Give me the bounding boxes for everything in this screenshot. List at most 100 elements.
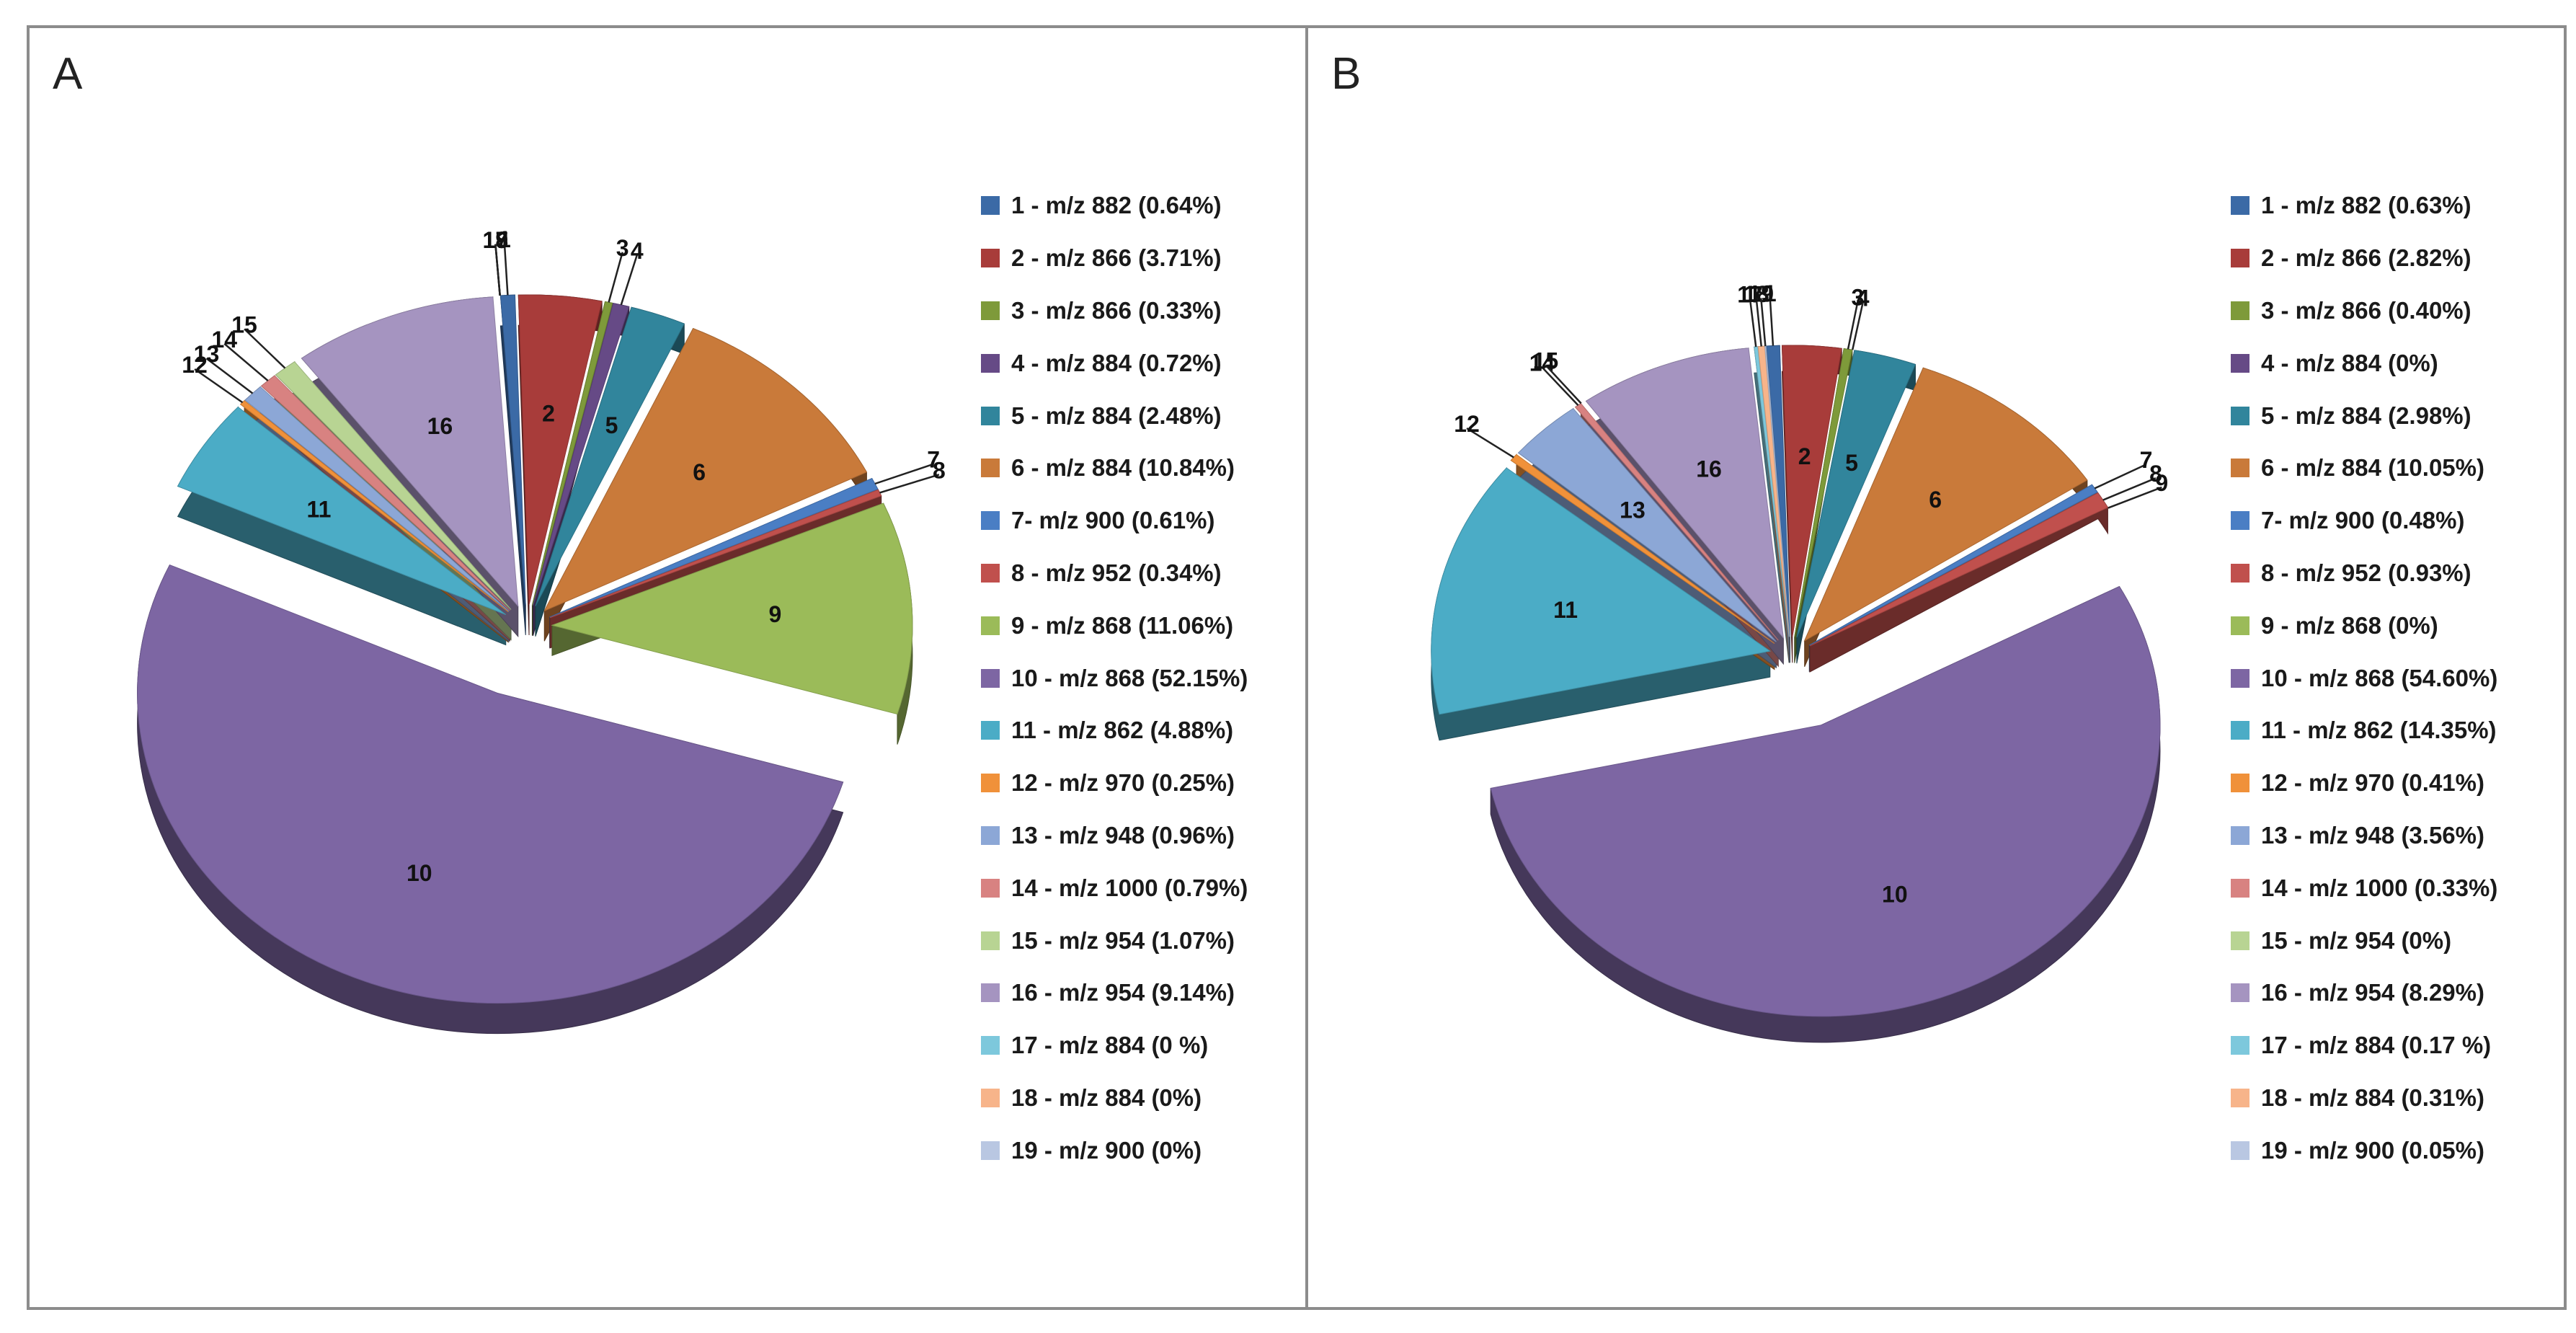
leader-line: [2094, 464, 2147, 490]
pie-slice: [531, 301, 613, 606]
legend-item: 4 - m/z 884 (0%): [2231, 337, 2497, 389]
legend-swatch: [981, 668, 1000, 688]
legend-label: 7- m/z 900 (0.48%): [2261, 507, 2465, 534]
legend-item: 1 - m/z 882 (0.64%): [981, 180, 1248, 232]
legend-swatch: [2231, 878, 2249, 898]
pie-slice: [549, 489, 882, 619]
pie-slice: [301, 296, 519, 608]
legend-swatch: [981, 249, 1000, 268]
legend-swatch: [2231, 563, 2249, 583]
legend-item: 4 - m/z 884 (0.72%): [981, 337, 1248, 389]
legend-label: 10 - m/z 868 (52.15%): [1011, 664, 1248, 691]
legend-swatch: [2231, 668, 2249, 688]
leader-line: [194, 368, 244, 404]
slice-label: 6: [693, 459, 706, 485]
slice-label: 13: [194, 341, 220, 367]
legend-item: 17 - m/z 884 (0.17 %): [2231, 1019, 2497, 1072]
legend-label: 16 - m/z 954 (9.14%): [1011, 979, 1235, 1006]
slice-label: 1: [1764, 280, 1777, 306]
legend-item: 19 - m/z 900 (0%): [981, 1124, 1248, 1177]
legend-label: 8 - m/z 952 (0.34%): [1011, 559, 1222, 586]
legend-label: 10 - m/z 868 (54.60%): [2261, 664, 2498, 691]
slice-label: 15: [1533, 347, 1559, 373]
leader-line: [503, 244, 509, 296]
legend-label: 3 - m/z 866 (0.33%): [1011, 296, 1222, 324]
legend-label: 16 - m/z 954 (8.29%): [2261, 979, 2484, 1006]
pie-slice: [1766, 345, 1790, 637]
legend-swatch: [2231, 1088, 2249, 1107]
legend-label: 4 - m/z 884 (0.72%): [1011, 349, 1222, 376]
legend-label: 1 - m/z 882 (0.63%): [2261, 192, 2471, 219]
legend-swatch: [981, 1141, 1000, 1160]
slice-label: 11: [1553, 597, 1578, 623]
legend-label: 6 - m/z 884 (10.84%): [1011, 454, 1235, 482]
legend-item: 10 - m/z 868 (52.15%): [981, 652, 1248, 704]
legend-item: 9 - m/z 868 (0%): [2231, 599, 2497, 652]
slice-label: 9: [769, 601, 782, 627]
panel-label: A: [53, 49, 83, 99]
legend-swatch: [981, 1036, 1000, 1055]
legend-label: 12 - m/z 970 (0.41%): [2261, 769, 2484, 797]
legend-label: 12 - m/z 970 (0.25%): [1011, 769, 1235, 797]
legend-label: 19 - m/z 900 (0%): [1011, 1136, 1202, 1164]
legend-item: 17 - m/z 884 (0 %): [981, 1019, 1248, 1072]
slice-label: 12: [182, 352, 208, 378]
legend-item: 2 - m/z 866 (2.82%): [2231, 232, 2497, 285]
legend-item: 15 - m/z 954 (1.07%): [981, 914, 1248, 967]
slice-label: 10: [407, 860, 432, 886]
slice-label: 19: [1749, 281, 1775, 307]
legend-item: 3 - m/z 866 (0.40%): [2231, 285, 2497, 337]
legend-label: 2 - m/z 866 (3.71%): [1011, 244, 1222, 272]
leader-line: [2108, 486, 2162, 509]
leader-line: [1847, 301, 1859, 350]
legend-label: 5 - m/z 884 (2.48%): [1011, 402, 1222, 429]
slice-label: 5: [1845, 450, 1858, 476]
pie-slice: [275, 361, 512, 610]
pie-slice: [518, 294, 603, 606]
legend-swatch: [2231, 511, 2249, 531]
legend-swatch: [981, 511, 1000, 531]
pie-slice: [1781, 345, 1842, 637]
legend-label: 11 - m/z 862 (4.88%): [1011, 717, 1234, 744]
slice-label: 16: [1696, 456, 1722, 482]
legend-swatch: [981, 878, 1000, 898]
legend-label: 18 - m/z 884 (0.31%): [2261, 1084, 2484, 1111]
slice-label: 7: [2140, 447, 2153, 473]
pie-slice: [543, 328, 868, 612]
pie-slice: [244, 386, 510, 612]
pie-slice: [1431, 467, 1772, 715]
legend-item: 3 - m/z 866 (0.33%): [981, 285, 1248, 337]
leader-line: [874, 463, 934, 485]
pie-slice: [1585, 347, 1785, 639]
legend-b: 1 - m/z 882 (0.63%) 2 - m/z 866 (2.82%) 3 …: [2231, 180, 2497, 1177]
legend-item: 12 - m/z 970 (0.25%): [981, 757, 1248, 810]
slice-label: 9: [2155, 470, 2168, 496]
legend-item: 11 - m/z 862 (4.88%): [981, 704, 1248, 757]
leader-line: [608, 252, 623, 303]
legend-label: 14 - m/z 1000 (0.33%): [2261, 874, 2498, 901]
leader-line: [1749, 298, 1757, 347]
leader-line: [2102, 477, 2157, 501]
legend-swatch: [2231, 249, 2249, 268]
legend-item: 6 - m/z 884 (10.05%): [2231, 442, 2497, 495]
legend-swatch: [2231, 1036, 2249, 1055]
leader-line: [1541, 366, 1579, 407]
legend-label: 13 - m/z 948 (0.96%): [1011, 821, 1235, 849]
slice-label: 3: [616, 235, 629, 261]
legend-swatch: [981, 774, 1000, 793]
legend-label: 7- m/z 900 (0.61%): [1011, 507, 1215, 534]
chart-panel-b: B 1 2 3 4 5 6 7 8 9 10 11 12 13 14 15 16 17 18 19 1 - m/z …: [1305, 25, 2567, 1310]
pie-slice: [1794, 348, 1853, 637]
legend-swatch: [2231, 721, 2249, 740]
slice-label: 16: [427, 413, 453, 439]
legend-swatch: [981, 931, 1000, 950]
chart-panel-a: A 1 2 3 4 5 6 7 8 9 10 11 12 13 14 15 16 17 18 19 1 - m/z …: [27, 25, 1311, 1310]
legend-swatch: [981, 196, 1000, 216]
legend-swatch: [981, 616, 1000, 635]
slice-label: 4: [631, 238, 644, 264]
leader-line: [244, 328, 286, 369]
legend-item: 10 - m/z 868 (54.60%): [2231, 652, 2497, 704]
legend-swatch: [2231, 196, 2249, 216]
